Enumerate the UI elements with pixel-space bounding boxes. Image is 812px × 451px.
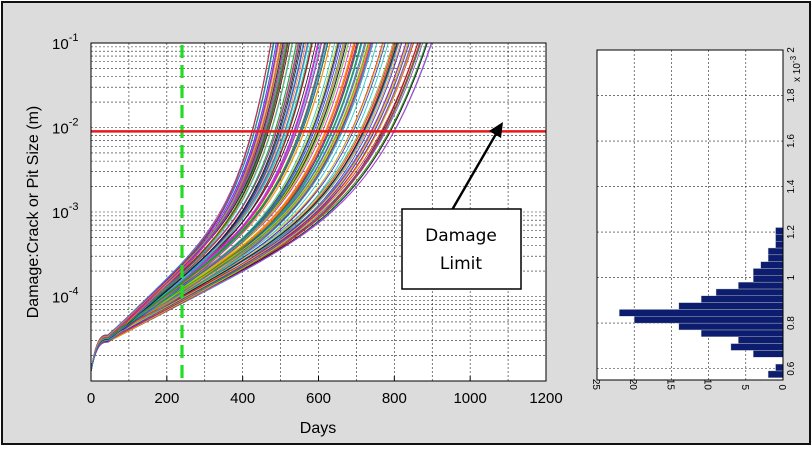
histogram-y-tick-label: 0.8 <box>786 316 797 330</box>
y-tick-base: 10 <box>52 36 69 53</box>
histogram-bar <box>715 288 784 296</box>
damage-curve <box>90 42 326 372</box>
x-tick-label: 600 <box>306 390 331 407</box>
histogram-bar <box>760 261 784 269</box>
y-tick-exponent: -2 <box>69 117 79 129</box>
x-tick-label: 800 <box>382 390 407 407</box>
histogram-bar <box>738 281 784 290</box>
histogram-x-tick-label: 25 <box>590 379 601 391</box>
damage-curve <box>90 42 408 372</box>
y-tick-exponent: -1 <box>69 32 79 44</box>
multiplier-exponent: -3 <box>789 55 798 63</box>
damage-curve <box>90 42 275 372</box>
damage-limit-callout: Damage Limit <box>401 122 522 290</box>
histogram-plot: 25 20 15 10 5 0 0.6 0.8 1 1.2 1.4 1.6 1.8 2 x 10-3 <box>590 47 803 391</box>
x-tick-label: 0 <box>87 390 95 407</box>
histogram-x-tick-label: 0 <box>776 384 787 390</box>
histogram-bar <box>700 329 784 337</box>
x-tick-label: 400 <box>230 390 255 407</box>
callout-arrow-line <box>450 126 502 211</box>
x-tick-label: 200 <box>154 390 179 407</box>
histogram-bar <box>634 316 784 324</box>
histogram-y-tick-label: 1.8 <box>786 88 797 102</box>
histogram-bar <box>678 302 784 310</box>
y-tick-exponent: -4 <box>69 286 79 298</box>
svg-text:x 10-3: x 10-3 <box>789 55 803 82</box>
histogram-bar <box>775 363 784 372</box>
histogram-y-multiplier: x 10-3 <box>789 55 803 82</box>
y-tick-label: 10-3 <box>52 201 78 222</box>
histogram-y-tick-label: 1.4 <box>786 179 797 193</box>
callout-arrow-head <box>489 122 503 138</box>
histogram-bar <box>767 370 784 378</box>
histogram-y-tick-label: 1.2 <box>786 225 797 239</box>
damage-curve <box>90 42 326 372</box>
histogram-y-tick-label: 2 <box>786 47 797 53</box>
histogram-bar <box>775 240 784 249</box>
y-tick-base: 10 <box>52 205 69 222</box>
histogram-x-tick-label: 10 <box>702 379 713 391</box>
callout-text-line2: Limit <box>440 254 482 274</box>
x-tick-label: 1000 <box>453 390 486 407</box>
y-tick-label: 10-1 <box>52 32 78 53</box>
y-axis-title: Damage:Crack or Pit Size (m) <box>25 106 42 319</box>
histogram-bar <box>775 234 784 242</box>
histogram-x-tick-label: 20 <box>627 379 638 391</box>
damage-curve <box>90 42 432 372</box>
histogram-bar <box>753 275 784 283</box>
histogram-bar <box>678 322 784 331</box>
damage-curve <box>90 42 414 372</box>
y-tick-label: 10-4 <box>52 286 78 307</box>
histogram-bar <box>700 295 784 303</box>
callout-box <box>401 208 522 290</box>
histogram-y-tick-label: 0.6 <box>786 361 797 375</box>
y-tick-exponent: -3 <box>69 201 79 213</box>
x-tick-labels: 0 200 400 600 800 1000 1200 <box>87 376 563 407</box>
x-tick-label: 1200 <box>529 390 562 407</box>
histogram-bar <box>730 343 784 351</box>
damage-curve <box>90 42 410 372</box>
x-axis-title: Days <box>300 420 336 437</box>
histogram-bar <box>775 227 784 235</box>
y-tick-label: 10-2 <box>52 117 78 138</box>
y-tick-base: 10 <box>52 290 69 307</box>
histogram-bar <box>753 268 784 276</box>
y-tick-labels: 10-110-210-310-4 <box>52 32 78 307</box>
histogram-x-tick-label: 5 <box>739 384 750 390</box>
histogram-bar <box>738 336 784 344</box>
multiplier-base: x 10 <box>792 63 803 82</box>
histogram-bar <box>767 247 784 256</box>
histogram-y-tick-labels: 0.6 0.8 1 1.2 1.4 1.6 1.8 2 <box>786 47 797 376</box>
damage-curve <box>90 42 340 372</box>
histogram-y-tick-label: 1.6 <box>786 134 797 148</box>
histogram-bar <box>753 350 784 358</box>
histogram-y-tick-label: 1 <box>786 274 797 280</box>
histogram-bar <box>619 309 784 317</box>
histogram-bar <box>767 254 784 262</box>
callout-text-line1: Damage <box>425 226 497 246</box>
histogram-border <box>596 49 784 381</box>
y-tick-base: 10 <box>52 121 69 138</box>
histogram-x-tick-label: 15 <box>664 379 675 391</box>
damage-curves <box>90 42 433 372</box>
histogram-x-tick-labels: 25 20 15 10 5 0 <box>590 379 787 391</box>
